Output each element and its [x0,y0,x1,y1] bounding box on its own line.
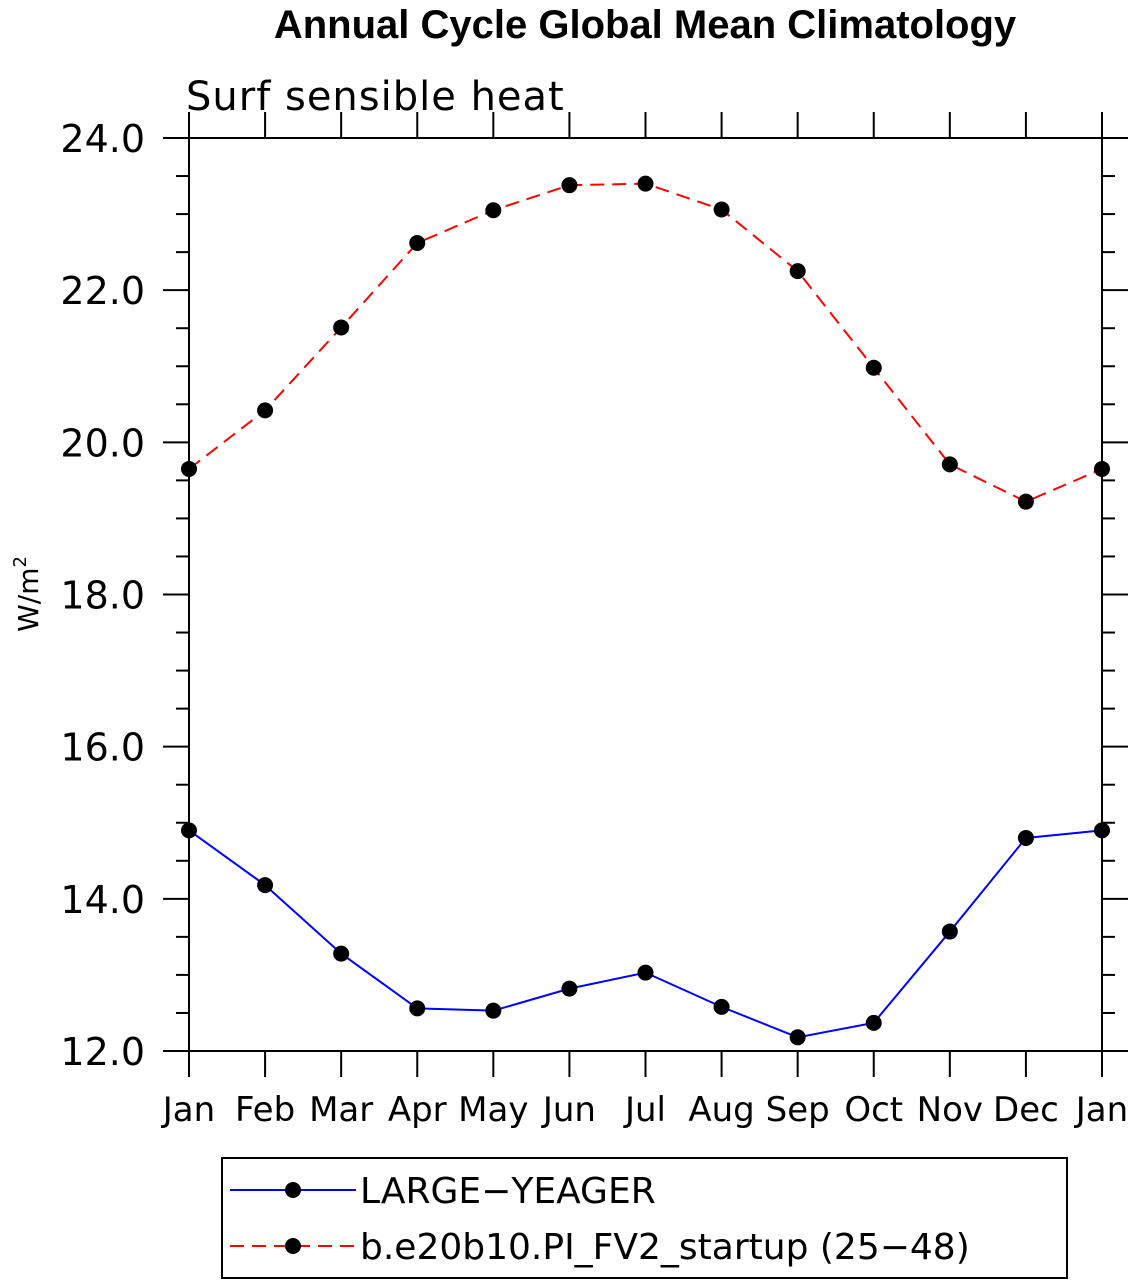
series-1-point [713,998,730,1015]
series-2-point [789,263,806,280]
chart-title: Annual Cycle Global Mean Climatology [274,3,1017,47]
y-axis-label: W/m2 [10,556,45,632]
y-axis-label-superscript: 2 [10,556,31,567]
series-1-point [333,945,350,962]
y-tick-label: 24.0 [60,117,145,161]
x-tick-label: Apr [388,1090,447,1130]
axis-ticks [163,112,1128,1077]
series-1-point [789,1029,806,1046]
series-group [181,175,1110,1046]
y-tick-label: 20.0 [60,421,145,465]
x-tick-label: Jan [161,1090,215,1130]
series-1-point [1094,822,1110,839]
series-1-point [181,822,197,839]
series-2-point [409,234,426,251]
legend: LARGE−YEAGER b.e20b10.PI_FV2_startup (25−… [230,1171,970,1268]
series-2-point [1094,460,1110,477]
x-tick-label: Feb [235,1090,295,1130]
series-1-point [485,1002,502,1019]
legend-label-1: LARGE−YEAGER [360,1171,656,1212]
y-axis-label-text: W/m [12,568,45,632]
x-tick-label: Mar [309,1090,373,1130]
chart-subtitle: Surf sensible heat [186,74,565,120]
series-1-point [865,1014,882,1031]
series-2-point [941,456,958,473]
series-line-1 [188,829,1103,1039]
y-tick-label: 14.0 [60,878,145,922]
series-2-point [713,201,730,218]
x-tick-label: Dec [993,1090,1059,1130]
y-tick-labels: 12.0 14.0 16.0 18.0 20.0 22.0 24.0 [60,117,145,1074]
series-1-point [561,980,578,997]
series-1-point [1017,829,1034,846]
y-tick-label: 18.0 [60,574,145,618]
legend-label-2: b.e20b10.PI_FV2_startup (25−48) [360,1227,970,1268]
y-tick-label: 22.0 [60,269,145,313]
legend-marker-1 [285,1182,301,1198]
x-tick-label: Jun [541,1090,596,1130]
series-2-point [561,177,578,194]
series-2-point [637,175,654,192]
series-1-point [409,1000,426,1017]
series-2-point [181,460,197,477]
x-tick-labels: Jan Feb Mar Apr May Jun Jul Aug Sep Oct Nov Dec Jan [161,1090,1128,1130]
series-2-point [333,319,350,336]
y-tick-label: 12.0 [60,1030,145,1074]
series-2-point [257,402,274,419]
legend-marker-2 [285,1238,301,1254]
series-2-point [865,359,882,376]
svg-text:W/m2: W/m2 [10,556,45,632]
x-tick-label: Jul [623,1090,666,1130]
series-1-point [637,964,654,981]
series-1-point [257,877,274,894]
x-tick-label: May [458,1090,528,1130]
series-line-2 [188,182,1103,503]
x-tick-label: Aug [688,1090,754,1130]
x-tick-label: Sep [766,1090,830,1130]
y-tick-label: 16.0 [60,726,145,770]
x-tick-label: Nov [917,1090,983,1130]
x-tick-label: Oct [844,1090,903,1130]
legend-box [221,1157,1068,1279]
series-2-point [485,202,502,219]
x-tick-label: Jan [1074,1090,1128,1130]
series-1-point [941,923,958,940]
series-2-point [1017,493,1034,510]
